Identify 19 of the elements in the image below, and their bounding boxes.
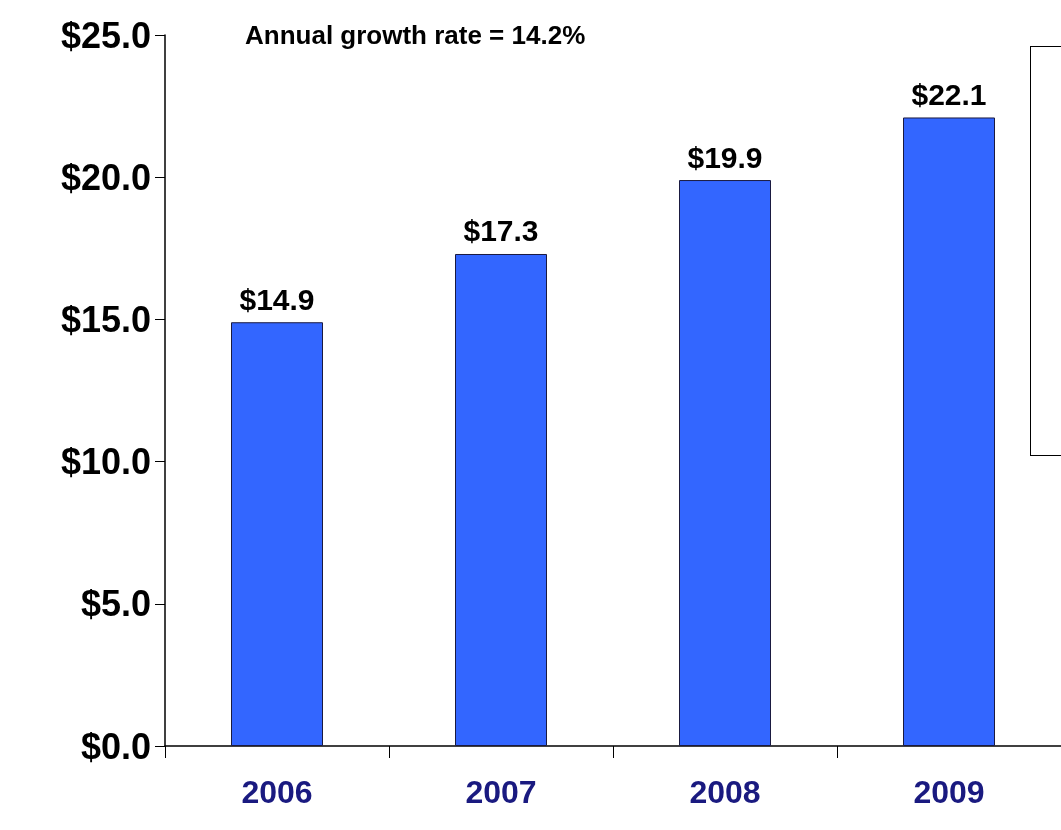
- x-tick-label: 2007: [465, 774, 537, 810]
- x-tick-label: 2008: [689, 774, 761, 810]
- y-tick-label: $0.0: [80, 725, 151, 767]
- bar: [679, 180, 771, 746]
- bar: [903, 117, 995, 746]
- x-tick-label: 2006: [241, 774, 313, 810]
- data-label: $19.9: [687, 140, 763, 174]
- data-label: $14.9: [239, 282, 315, 316]
- bar: [455, 253, 547, 746]
- data-label: $22.1: [911, 77, 987, 111]
- y-tick-label: $5.0: [80, 583, 151, 625]
- y-tick-label: $10.0: [60, 441, 151, 483]
- bar: [231, 322, 323, 746]
- data-label: $17.3: [463, 214, 539, 248]
- y-tick-label: $25.0: [60, 14, 151, 56]
- y-tick-label: $15.0: [60, 298, 151, 340]
- y-tick-label: $20.0: [60, 156, 151, 198]
- x-tick-label: 2009: [913, 774, 985, 810]
- annotation: Annual growth rate = 14.2%: [245, 20, 586, 50]
